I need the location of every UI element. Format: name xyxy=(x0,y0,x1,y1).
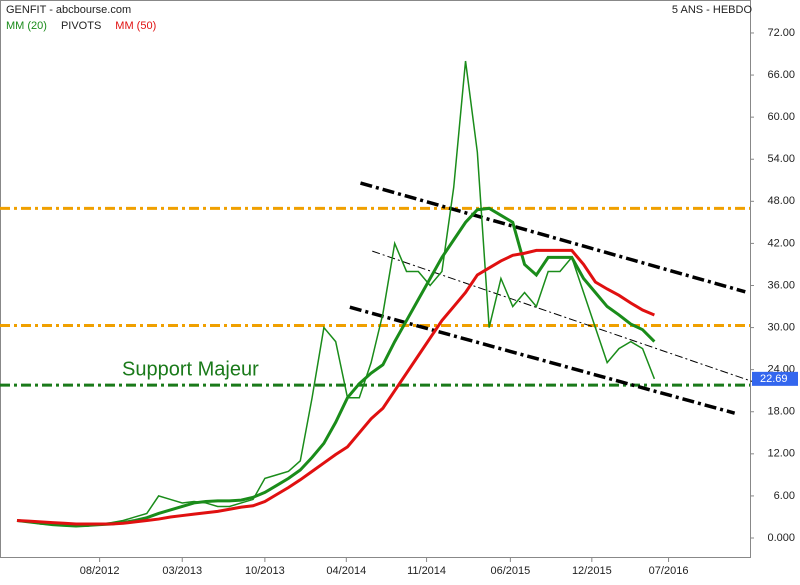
y-tick-label: 0.000 xyxy=(767,532,795,544)
y-tick-label: 42.00 xyxy=(767,237,795,249)
y-tick-label: 12.00 xyxy=(767,448,795,460)
legend-entry: MM (20) xyxy=(6,20,47,32)
x-tick-label: 10/2013 xyxy=(245,565,285,577)
y-tick-label: 54.00 xyxy=(767,153,795,165)
chart-title: GENFIT - abcbourse.com xyxy=(6,4,131,16)
y-tick-label: 60.00 xyxy=(767,111,795,123)
y-tick-label: 18.00 xyxy=(767,406,795,418)
x-tick-label: 06/2015 xyxy=(491,565,531,577)
legend-entry: MM (50) xyxy=(115,20,156,32)
trendline xyxy=(360,181,746,294)
moving-average xyxy=(16,248,655,526)
y-tick-label: 66.00 xyxy=(767,69,795,81)
y-tick-label: 36.00 xyxy=(767,279,795,291)
y-tick-label: 30.00 xyxy=(767,321,795,333)
x-tick-label: 04/2014 xyxy=(326,565,366,577)
last-price-label: 22.69 xyxy=(760,373,788,385)
x-tick-label: 07/2016 xyxy=(649,565,689,577)
price-line xyxy=(16,60,656,528)
trendline xyxy=(349,305,736,415)
chart-subtitle: 5 ANS - HEBDO xyxy=(672,4,753,16)
y-tick-label: 72.00 xyxy=(767,27,795,39)
trendline xyxy=(372,250,755,383)
y-tick-label: 6.00 xyxy=(774,490,795,502)
x-tick-label: 03/2013 xyxy=(162,565,202,577)
support-label: Support Majeur xyxy=(122,358,259,380)
y-tick-label: 48.00 xyxy=(767,195,795,207)
x-tick-label: 08/2012 xyxy=(80,565,120,577)
plot-frame xyxy=(0,0,751,558)
last-price-tag xyxy=(752,371,798,386)
legend-entry: PIVOTS xyxy=(61,20,101,32)
x-tick-label: 12/2015 xyxy=(572,565,612,577)
x-tick-label: 11/2014 xyxy=(407,565,446,577)
